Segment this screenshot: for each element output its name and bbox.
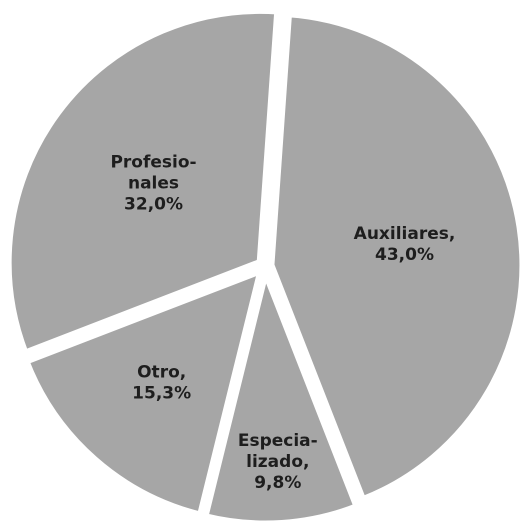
slice-value-label: 9,8% bbox=[254, 473, 301, 493]
slice-label: lizado, bbox=[246, 452, 309, 472]
slice-label: nales bbox=[128, 174, 179, 194]
pie-slice bbox=[21, 264, 267, 520]
slice-value-label: 32,0% bbox=[124, 195, 183, 215]
slice-label: Especia- bbox=[238, 431, 318, 451]
pie-slice bbox=[267, 9, 523, 505]
slice-label: Auxiliares, bbox=[354, 224, 456, 244]
slice-label: Profesio- bbox=[110, 153, 196, 173]
slice-label: Otro, bbox=[137, 363, 186, 383]
slice-value-label: 43,0% bbox=[375, 245, 434, 265]
pie-slice bbox=[4, 6, 282, 358]
slice-value-label: 15,3% bbox=[132, 384, 191, 404]
pie-slice bbox=[200, 260, 362, 524]
